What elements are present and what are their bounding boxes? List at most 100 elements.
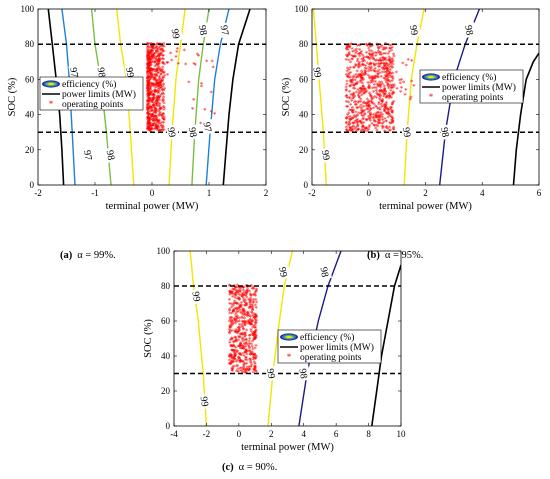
operating-point: * [383, 47, 387, 55]
operating-point: * [345, 68, 349, 76]
operating-point: * [360, 76, 364, 84]
operating-point: * [254, 289, 258, 297]
operating-point: * [236, 288, 240, 296]
operating-point: * [354, 89, 358, 97]
operating-point: * [150, 126, 154, 134]
operating-point: * [379, 97, 383, 105]
operating-point: * [151, 96, 155, 104]
operating-point: * [390, 48, 394, 56]
legend-operating-swatch: * [287, 352, 292, 362]
operating-point: * [357, 65, 361, 73]
operating-point: * [237, 338, 241, 346]
operating-point: * [237, 327, 241, 335]
operating-point: * [159, 69, 163, 77]
operating-point: * [230, 289, 234, 297]
operating-point: * [364, 126, 368, 134]
operating-point: * [369, 44, 373, 52]
operating-point: * [234, 329, 238, 337]
operating-point: * [354, 102, 358, 110]
operating-point: * [196, 51, 200, 59]
operating-point: * [239, 343, 243, 351]
operating-point: * [366, 104, 370, 112]
figure-caption: (a) α = 99%. [60, 250, 116, 261]
operating-point: * [385, 66, 389, 74]
operating-point: * [192, 97, 196, 105]
operating-point: * [387, 54, 391, 62]
operating-point: * [147, 102, 151, 110]
operating-point: * [363, 112, 367, 120]
operating-point: * [388, 61, 392, 69]
operating-point: * [147, 120, 151, 128]
operating-point: * [147, 41, 151, 49]
operating-point: * [390, 115, 394, 123]
operating-point: * [386, 93, 390, 101]
operating-point: * [146, 57, 150, 65]
operating-point: * [161, 99, 165, 107]
operating-point: * [156, 62, 160, 70]
operating-point: * [383, 106, 387, 114]
operating-point: * [231, 322, 235, 330]
operating-point: * [351, 116, 355, 124]
operating-point: * [157, 119, 161, 127]
operating-point: * [377, 110, 381, 118]
operating-point: * [389, 105, 393, 113]
operating-point: * [242, 367, 246, 375]
operating-point: * [375, 91, 379, 99]
operating-point: * [146, 69, 150, 77]
legend-entry-operating-points: operating points [442, 93, 504, 103]
operating-point: * [238, 358, 242, 366]
operating-point: * [231, 344, 235, 352]
operating-point: * [347, 95, 351, 103]
operating-point: * [146, 116, 150, 124]
operating-point: * [148, 65, 152, 73]
operating-point: * [387, 74, 391, 82]
operating-point: * [255, 328, 259, 336]
operating-point: * [378, 107, 382, 115]
operating-point: * [356, 106, 360, 114]
operating-point: * [234, 314, 238, 322]
operating-point: * [356, 113, 360, 121]
legend-entry-efficiency: efficiency (%) [300, 332, 354, 343]
operating-point: * [147, 62, 151, 70]
contour-label-98: 98 [95, 64, 109, 81]
operating-point: * [372, 62, 376, 70]
operating-point: * [157, 121, 161, 129]
operating-point: * [253, 315, 257, 323]
operating-point: * [366, 100, 370, 108]
operating-point: * [235, 307, 239, 315]
operating-point: * [237, 292, 241, 300]
operating-point: * [368, 116, 372, 124]
operating-point: * [229, 361, 233, 369]
operating-point: * [148, 77, 152, 85]
operating-point: * [158, 57, 162, 65]
operating-point: * [379, 60, 383, 68]
operating-point: * [146, 98, 150, 106]
operating-point: * [146, 70, 150, 78]
operating-point: * [254, 329, 258, 337]
operating-point: * [155, 54, 159, 62]
operating-point: * [158, 53, 162, 61]
operating-point: * [374, 115, 378, 123]
operating-point: * [229, 343, 233, 351]
operating-point: * [153, 67, 157, 75]
operating-point: * [253, 367, 257, 375]
operating-point: * [230, 348, 234, 356]
x-tick-label: 2 [269, 429, 274, 439]
operating-point: * [247, 343, 251, 351]
operating-point: * [146, 48, 150, 56]
operating-point: * [155, 61, 159, 69]
operating-point: * [158, 113, 162, 121]
operating-point: * [159, 85, 163, 93]
operating-point: * [228, 310, 232, 318]
operating-point: * [247, 368, 251, 376]
efficiency-contour-98 [298, 251, 342, 426]
operating-point: * [147, 88, 151, 96]
operating-point: * [157, 78, 161, 86]
operating-point: * [150, 106, 154, 114]
operating-point: * [239, 368, 243, 376]
contour-label-98: 98 [462, 22, 477, 38]
operating-point: * [159, 71, 163, 79]
operating-point: * [146, 124, 150, 132]
operating-point: * [155, 66, 159, 74]
operating-point: * [230, 290, 234, 298]
